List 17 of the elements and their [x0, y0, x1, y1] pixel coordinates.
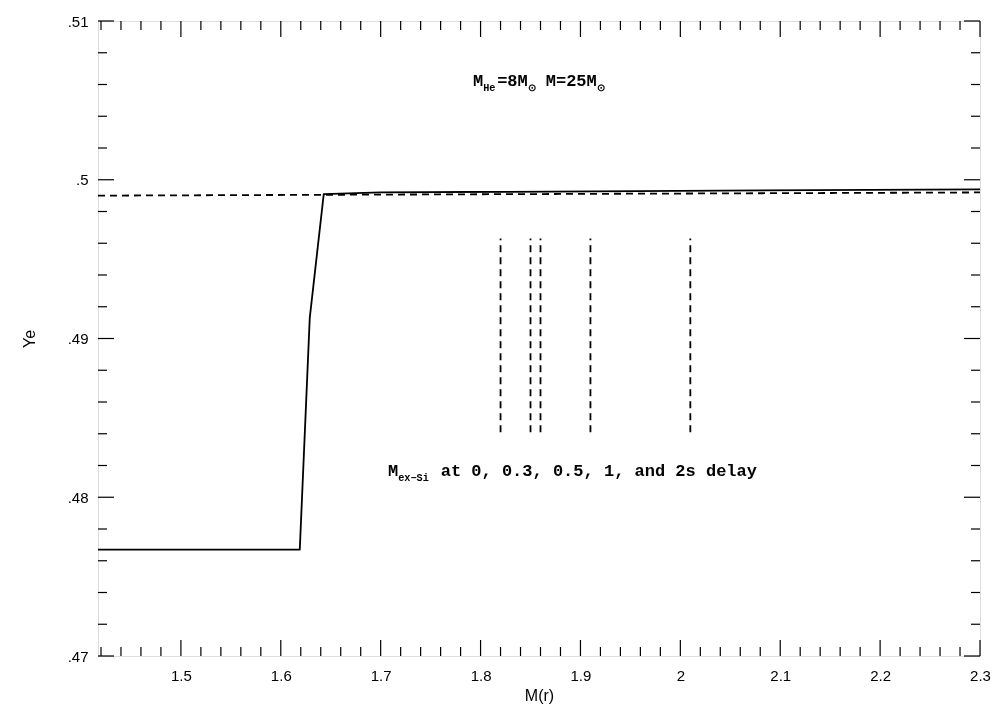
- y-tick-label: .49: [67, 330, 89, 347]
- x-tick-label: 1.6: [270, 666, 292, 684]
- x-tick-label: 1.9: [570, 666, 592, 684]
- y-axis-title: Ye: [20, 329, 38, 349]
- x-axis-title: M(r): [524, 686, 555, 704]
- line-series: [98, 188, 980, 551]
- x-tick-label: 2.1: [770, 666, 792, 684]
- x-tick-label: 2.2: [870, 666, 892, 684]
- x-tick-label: 2: [676, 666, 686, 684]
- y-tick-label: .47: [67, 647, 89, 665]
- x-tick-label: 1.7: [370, 666, 392, 684]
- x-tick-label: 2.3: [970, 666, 991, 684]
- x-tick-label: 1.8: [470, 666, 492, 684]
- y-tick-label: .5: [75, 171, 89, 189]
- y-tick-label: .51: [67, 12, 89, 30]
- y-tick-label: .48: [67, 488, 89, 506]
- x-tick-label: 1.5: [170, 666, 192, 684]
